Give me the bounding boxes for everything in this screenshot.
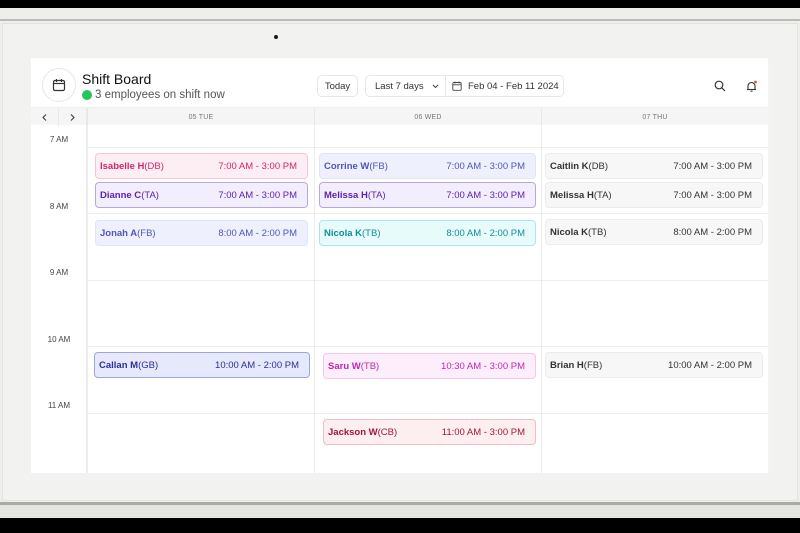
employee-name: Nicola K — [550, 226, 589, 238]
employee-name: Isabelle H — [100, 160, 145, 172]
chevron-right-icon — [70, 113, 75, 121]
employee-role: (DB) — [588, 160, 609, 172]
time-label: 8 AM — [49, 202, 69, 211]
shift-time: 7:00 AM - 3:00 PM — [673, 160, 752, 172]
employee-name: Nicola K — [324, 227, 363, 239]
shift-card[interactable]: Caitlin K(DB) 7:00 AM - 3:00 PM — [545, 153, 763, 179]
hour-gridline — [87, 413, 768, 414]
employee-role: (TA) — [367, 189, 386, 201]
employee-name: Saru W — [328, 360, 361, 372]
camera-icon — [274, 35, 278, 39]
shift-card[interactable]: Jackson W(CB) 11:00 AM - 3:00 PM — [323, 419, 536, 445]
shift-card[interactable]: Isabelle H(DB) 7:00 AM - 3:00 PM — [95, 153, 308, 179]
shift-board-app: Shift Board 3 employees on shift now Tod… — [31, 58, 768, 473]
shift-card[interactable]: Saru W(TB) 10:30 AM - 3:00 PM — [323, 353, 536, 379]
shift-time: 8:00 AM - 2:00 PM — [446, 227, 525, 239]
day-column-wed — [314, 125, 541, 473]
shift-time: 7:00 AM - 3:00 PM — [218, 160, 297, 172]
time-label: 9 AM — [49, 268, 69, 277]
date-range-control: Last 7 days Feb 04 - Feb 11 2024 — [365, 75, 564, 97]
search-icon — [714, 80, 726, 92]
shift-card[interactable]: Corrine W(FB) 7:00 AM - 3:00 PM — [319, 153, 536, 179]
employee-role: (TB) — [588, 226, 607, 238]
day-header-tue: 05 TUE — [87, 108, 314, 126]
page-title: Shift Board — [82, 71, 152, 87]
employee-name: Callan M — [99, 359, 139, 371]
previous-button[interactable] — [31, 108, 59, 126]
shift-card[interactable]: Callan M(GB) 10:00 AM - 2:00 PM — [94, 352, 310, 378]
shift-time: 7:00 AM - 3:00 PM — [446, 160, 525, 172]
employee-name: Caitlin K — [550, 160, 589, 172]
employee-role: (CB) — [377, 426, 398, 438]
shift-card[interactable]: Brian H(FB) 10:00 AM - 2:00 PM — [545, 352, 763, 378]
employee-role: (FB) — [369, 160, 388, 172]
employee-name: Jackson W — [328, 426, 378, 438]
day-header-wed: 06 WED — [314, 108, 541, 126]
employee-role: (TB) — [362, 227, 381, 239]
shift-time: 10:00 AM - 2:00 PM — [215, 359, 299, 371]
calendar-icon — [42, 68, 76, 102]
shift-time: 8:00 AM - 2:00 PM — [673, 226, 752, 238]
shift-time: 7:00 AM - 3:00 PM — [673, 189, 752, 201]
next-button[interactable] — [59, 108, 87, 126]
employee-name: Dianne C — [100, 189, 142, 201]
day-column-thu — [541, 125, 768, 473]
employee-role: (DB) — [144, 160, 164, 172]
bezel-edge — [768, 58, 770, 473]
employee-role: (GB) — [138, 359, 159, 371]
shift-time: 11:00 AM - 3:00 PM — [441, 426, 525, 438]
status-dot-icon — [82, 90, 92, 100]
bell-icon — [746, 80, 757, 92]
hour-gridline — [87, 346, 768, 347]
shift-card[interactable]: Dianne C(TA) 7:00 AM - 3:00 PM — [95, 182, 308, 208]
today-button[interactable]: Today — [317, 75, 358, 97]
shift-card[interactable]: Melissa H(TA) 7:00 AM - 3:00 PM — [319, 182, 536, 208]
employee-role: (TA) — [141, 189, 159, 201]
employee-role: (FB) — [137, 227, 156, 239]
chevron-down-icon — [432, 81, 439, 92]
shift-card[interactable]: Nicola K(TB) 8:00 AM - 2:00 PM — [319, 220, 536, 246]
employee-name: Melissa H — [324, 189, 368, 201]
shift-card[interactable]: Melissa H(TA) 7:00 AM - 3:00 PM — [545, 182, 763, 208]
shift-time: 7:00 AM - 3:00 PM — [446, 189, 525, 201]
hour-gridline — [87, 213, 768, 214]
chevron-left-icon — [42, 113, 47, 121]
time-label: 10 AM — [47, 335, 71, 344]
day-column-tue — [87, 125, 314, 473]
employee-name: Melissa H — [550, 189, 594, 201]
calendar-grid: 7 AM 8 AM 9 AM 10 AM 11 AM Isabelle H(DB… — [31, 125, 768, 473]
time-label: 7 AM — [49, 135, 69, 144]
time-column: 7 AM 8 AM 9 AM 10 AM 11 AM — [31, 125, 87, 473]
range-select[interactable]: Last 7 days — [366, 76, 446, 96]
date-range-picker[interactable]: Feb 04 - Feb 11 2024 — [446, 81, 559, 92]
on-shift-status: 3 employees on shift now — [82, 89, 225, 101]
employee-role: (TB) — [360, 360, 380, 372]
hour-gridline — [87, 147, 768, 148]
time-label: 11 AM — [47, 401, 71, 410]
hour-gridline — [87, 280, 768, 281]
notifications-button[interactable] — [743, 78, 759, 94]
shift-card[interactable]: Nicola K(TB) 8:00 AM - 2:00 PM — [545, 219, 763, 245]
range-select-label: Last 7 days — [375, 80, 424, 92]
bezel-edge — [0, 19, 800, 21]
shift-time: 10:00 AM - 2:00 PM — [668, 359, 752, 371]
status-text: 3 employees on shift now — [95, 89, 225, 101]
employee-name: Jonah A — [100, 227, 138, 239]
app-header: Shift Board 3 employees on shift now Tod… — [31, 58, 768, 107]
shift-card[interactable]: Jonah A(FB) 8:00 AM - 2:00 PM — [95, 220, 308, 246]
calendar-icon — [452, 81, 462, 91]
shift-time: 7:00 AM - 3:00 PM — [218, 189, 297, 201]
employee-name: Corrine W — [324, 160, 370, 172]
bezel-edge — [0, 502, 800, 505]
calendar-header-row: 05 TUE 06 WED 07 THU — [31, 107, 768, 126]
employee-role: (FB) — [583, 359, 603, 371]
shift-time: 8:00 AM - 2:00 PM — [218, 227, 297, 239]
search-button[interactable] — [712, 78, 728, 94]
day-header-thu: 07 THU — [541, 108, 768, 126]
employee-role: (TA) — [593, 189, 612, 201]
date-range-label: Feb 04 - Feb 11 2024 — [468, 80, 559, 92]
bezel-base — [0, 505, 800, 518]
shift-time: 10:30 AM - 3:00 PM — [441, 360, 525, 372]
employee-name: Brian H — [550, 359, 584, 371]
